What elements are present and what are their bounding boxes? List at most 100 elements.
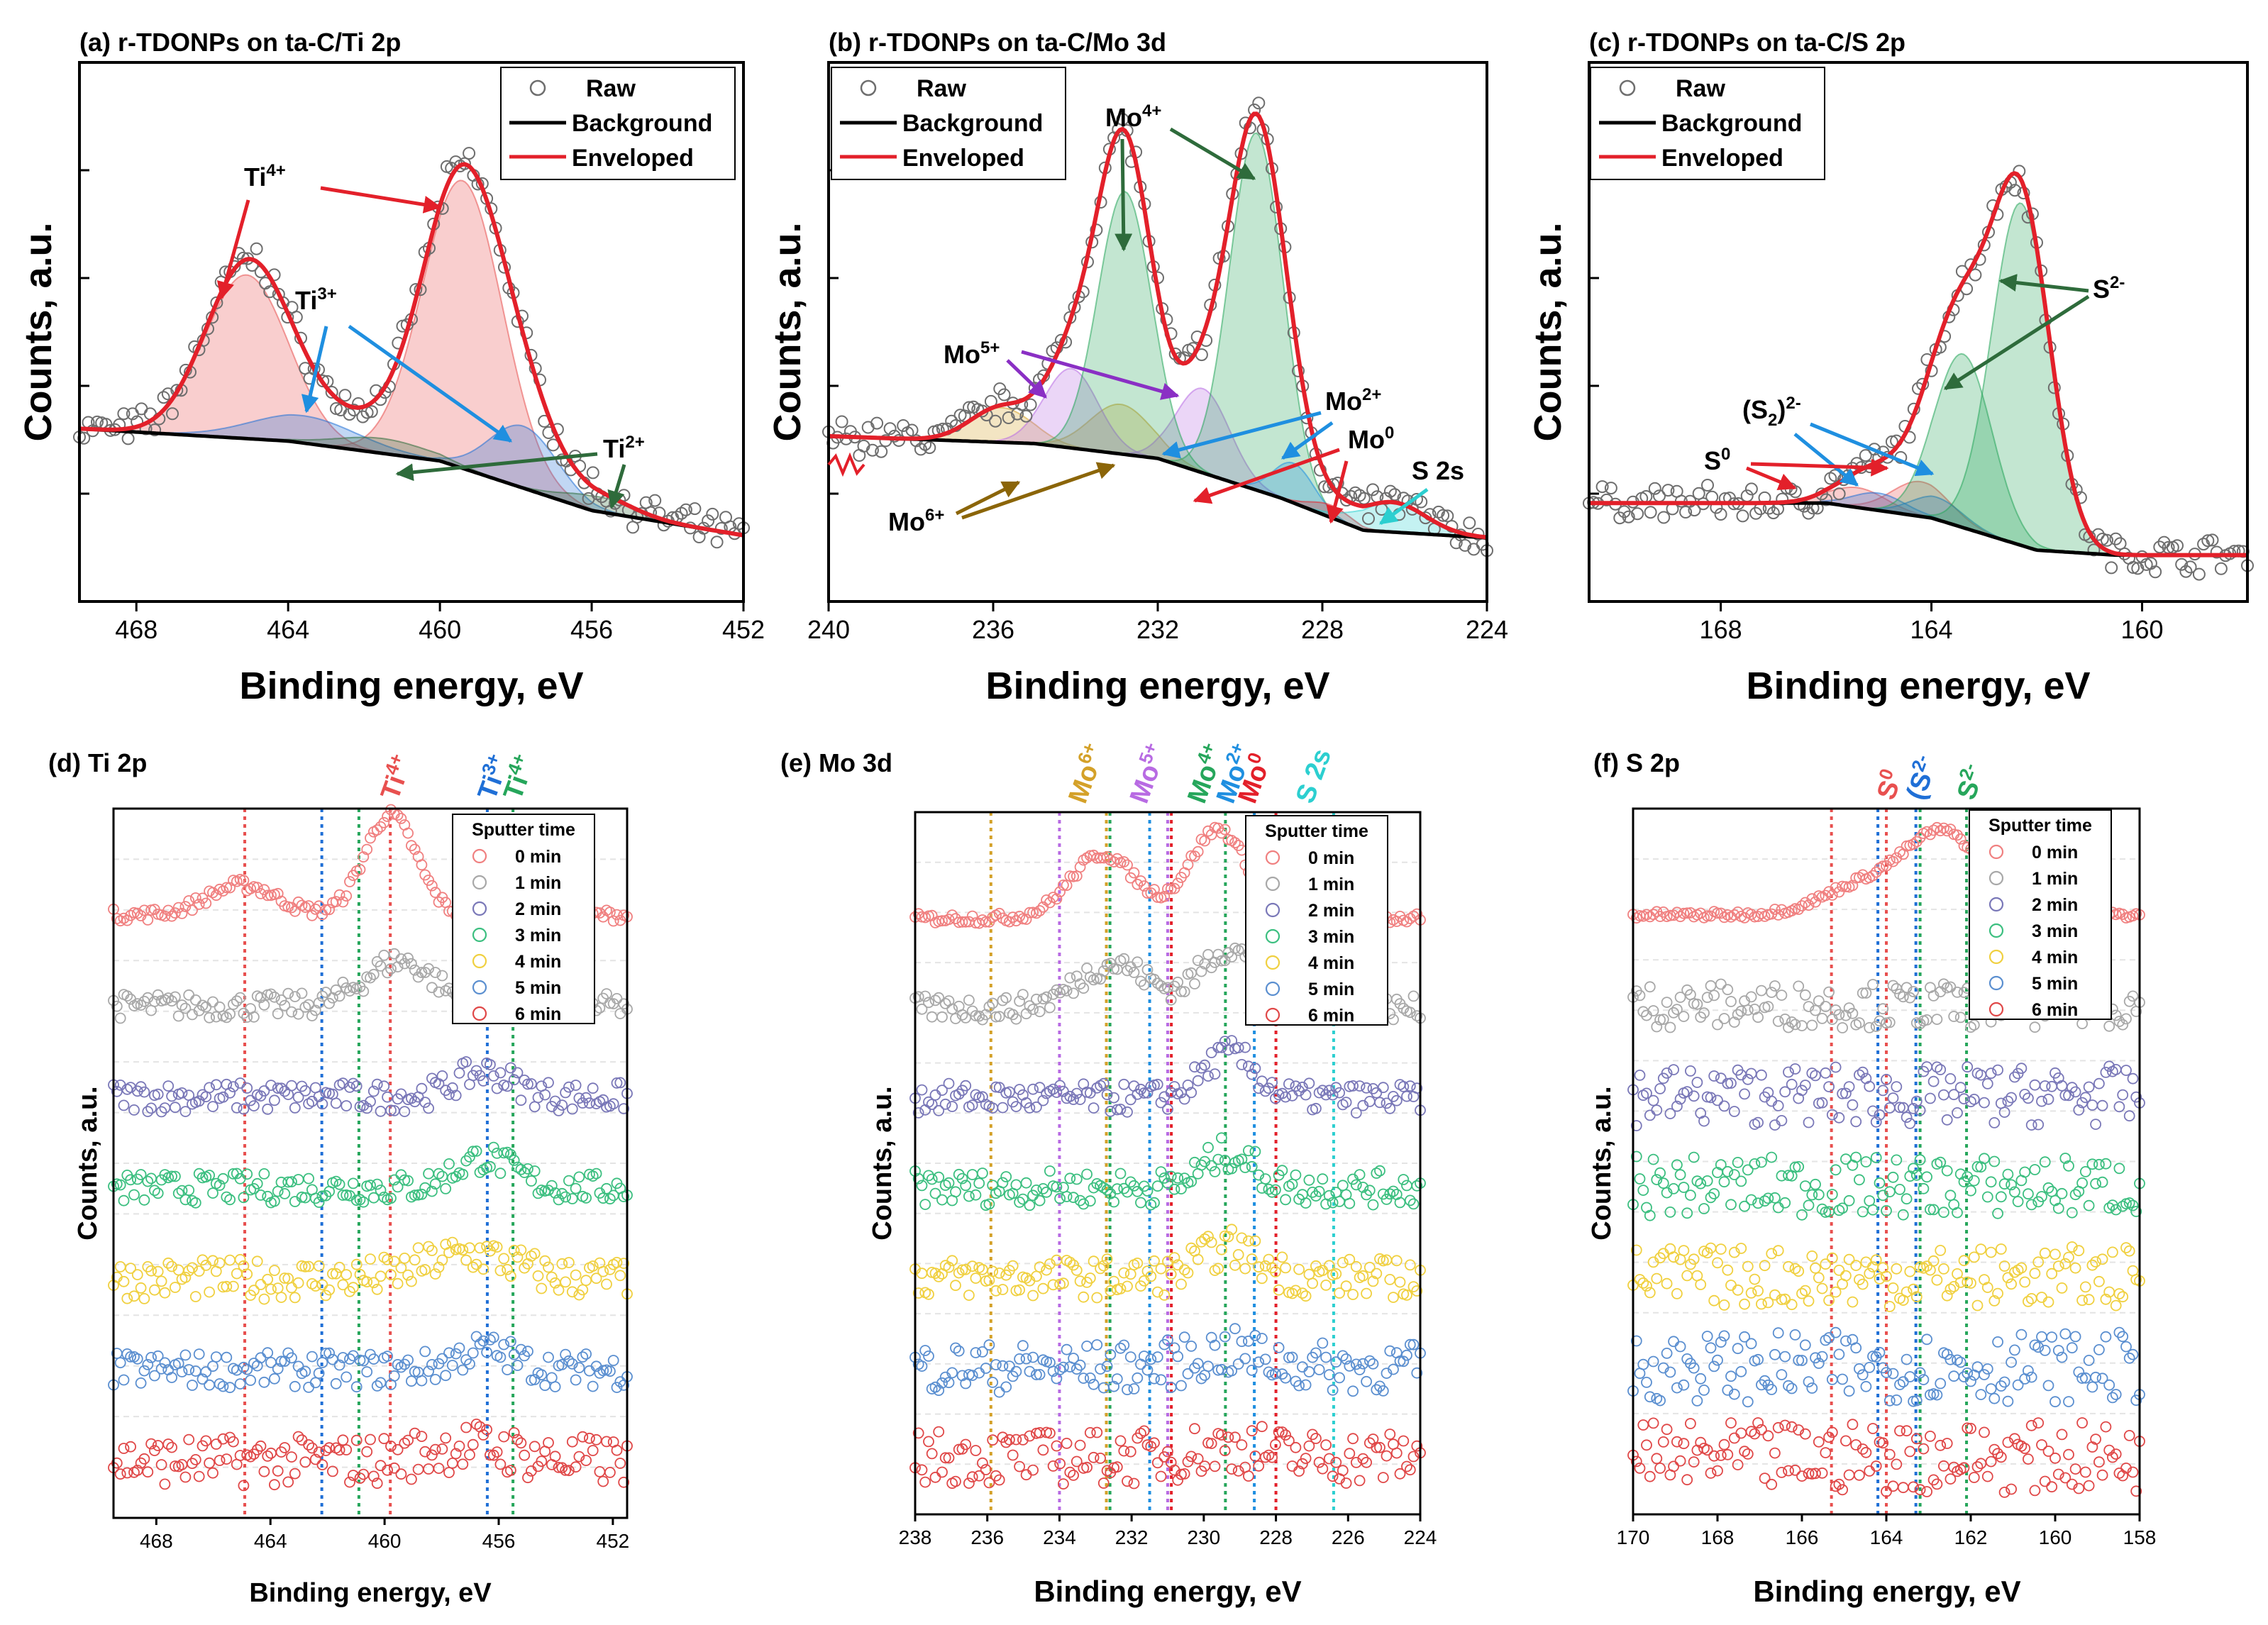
data-point bbox=[1803, 1295, 1815, 1307]
data-point bbox=[1725, 1199, 1737, 1211]
raw-point bbox=[1648, 482, 1661, 495]
data-point bbox=[1840, 1009, 1852, 1021]
reference-label: S2- bbox=[1948, 760, 1991, 804]
data-point bbox=[923, 1096, 934, 1108]
data-point bbox=[990, 1081, 1002, 1093]
data-point bbox=[1176, 1380, 1187, 1392]
data-point bbox=[522, 1472, 533, 1484]
data-point bbox=[498, 1338, 510, 1351]
data-point bbox=[1178, 986, 1190, 997]
data-point bbox=[1155, 1374, 1167, 1386]
data-point bbox=[1739, 1200, 1751, 1212]
data-point bbox=[1988, 1392, 2001, 1404]
data-point bbox=[1816, 1097, 1828, 1109]
data-point bbox=[1246, 1160, 1258, 1172]
data-point bbox=[176, 1087, 188, 1099]
data-point bbox=[912, 908, 924, 920]
data-point bbox=[1698, 1203, 1710, 1214]
data-point bbox=[1388, 1292, 1399, 1303]
data-point bbox=[255, 992, 267, 1004]
data-point bbox=[299, 1365, 311, 1377]
data-point bbox=[1910, 836, 1923, 848]
data-point bbox=[189, 1197, 201, 1209]
legend-marker bbox=[1988, 975, 2004, 991]
legend-label: 6 min bbox=[2032, 1000, 2078, 1020]
data-point bbox=[950, 913, 961, 925]
data-point bbox=[1283, 1352, 1295, 1363]
data-point bbox=[970, 1089, 982, 1101]
data-point bbox=[1253, 1460, 1265, 1472]
data-point bbox=[1105, 958, 1117, 969]
data-point bbox=[2083, 1199, 2095, 1211]
data-point bbox=[1661, 1277, 1673, 1290]
data-point bbox=[423, 1241, 434, 1253]
data-point bbox=[1388, 1185, 1399, 1197]
data-point bbox=[292, 1008, 304, 1020]
data-point bbox=[214, 1455, 226, 1466]
data-point bbox=[1901, 1286, 1913, 1298]
data-point bbox=[114, 1261, 126, 1272]
data-point bbox=[1411, 1285, 1423, 1297]
legend-label: 6 min bbox=[515, 1004, 561, 1024]
data-point bbox=[485, 1059, 496, 1070]
data-point bbox=[179, 901, 192, 912]
data-point bbox=[457, 1168, 469, 1180]
legend-title: Sputter time bbox=[1988, 816, 2092, 836]
data-point bbox=[1630, 912, 1642, 924]
data-point bbox=[1979, 1097, 1990, 1109]
legend-label: 2 min bbox=[2032, 895, 2078, 915]
data-point bbox=[268, 1479, 280, 1491]
data-point bbox=[316, 1098, 328, 1110]
x-tick-label: 452 bbox=[597, 1530, 630, 1552]
data-point bbox=[1752, 1011, 1764, 1024]
data-point bbox=[614, 1458, 626, 1469]
data-point bbox=[166, 1090, 178, 1102]
data-point bbox=[2113, 1288, 2125, 1299]
data-point bbox=[2117, 1089, 2129, 1101]
x-tick-label: 228 bbox=[1259, 1526, 1293, 1548]
data-point bbox=[1772, 1016, 1784, 1027]
data-point bbox=[1894, 1425, 1905, 1437]
data-point bbox=[1122, 1106, 1133, 1118]
x-tick-label: 464 bbox=[254, 1530, 287, 1552]
data-point bbox=[1122, 1475, 1133, 1487]
data-point bbox=[1654, 1394, 1666, 1407]
data-point bbox=[1118, 1339, 1130, 1351]
data-point bbox=[1138, 1425, 1150, 1437]
data-point bbox=[1833, 1009, 1845, 1021]
data-point bbox=[477, 1335, 489, 1347]
data-point bbox=[1024, 1199, 1036, 1211]
data-point bbox=[584, 1365, 595, 1377]
data-point bbox=[388, 1255, 400, 1268]
data-point bbox=[977, 1168, 988, 1179]
data-point bbox=[1881, 1270, 1892, 1282]
data-point bbox=[361, 1366, 373, 1377]
data-point bbox=[1762, 1192, 1774, 1204]
raw-point bbox=[648, 494, 662, 507]
data-point bbox=[1755, 1156, 1767, 1168]
data-point bbox=[1830, 1061, 1842, 1073]
data-point bbox=[2076, 1294, 2089, 1307]
data-point bbox=[2063, 1396, 2074, 1407]
data-point bbox=[1786, 1421, 1798, 1433]
data-point bbox=[193, 1470, 205, 1482]
data-point bbox=[1712, 1094, 1723, 1107]
data-point bbox=[142, 1359, 154, 1370]
data-point bbox=[1948, 1370, 1960, 1382]
data-point bbox=[2090, 1371, 2102, 1383]
data-point bbox=[1634, 1462, 1646, 1474]
data-point bbox=[1732, 1343, 1744, 1355]
data-point bbox=[1226, 1463, 1238, 1475]
data-point bbox=[1330, 1356, 1342, 1368]
data-point bbox=[1995, 1451, 2007, 1463]
data-point bbox=[1017, 1434, 1029, 1446]
data-point bbox=[1300, 1453, 1312, 1465]
data-point bbox=[1883, 1016, 1896, 1028]
data-point bbox=[1995, 1380, 2007, 1392]
x-tick-label: 460 bbox=[419, 615, 461, 644]
data-point bbox=[1017, 989, 1029, 1000]
data-point bbox=[1165, 1170, 1177, 1182]
data-point bbox=[1270, 1266, 1281, 1277]
data-point bbox=[224, 1194, 236, 1206]
data-point bbox=[966, 1099, 978, 1111]
